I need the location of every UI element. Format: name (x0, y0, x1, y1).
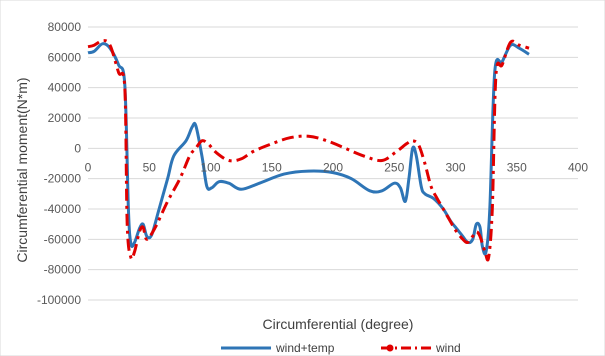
y-tick-label: -80000 (44, 263, 82, 277)
y-tick-label: 60000 (48, 50, 82, 64)
series-lines (87, 39, 530, 262)
legend: wind+temp wind (221, 341, 461, 355)
x-tick-label: 350 (507, 160, 527, 174)
y-tick-label: 40000 (48, 81, 82, 95)
x-tick-label: 0 (85, 160, 92, 174)
legend-label-wind: wind (435, 341, 461, 355)
y-tick-label: 80000 (48, 20, 82, 34)
x-axis-title: Circumferential (degree) (263, 316, 414, 332)
y-tick-label: -100000 (37, 293, 81, 307)
y-tick-label: -60000 (44, 232, 82, 246)
series-line-wind (87, 39, 530, 262)
x-axis-ticks: 0 50 100 150 200 250 300 350 400 (85, 160, 589, 174)
x-tick-label: 400 (568, 160, 588, 174)
gridlines (88, 26, 578, 301)
x-tick-label: 100 (200, 160, 220, 174)
x-tick-label: 300 (445, 160, 465, 174)
x-tick-label: 200 (323, 160, 343, 174)
y-tick-label: -20000 (44, 172, 82, 186)
y-axis-title: Circumferential moment(N*m) (14, 77, 30, 262)
y-axis-ticks: 80000 60000 40000 20000 0 -20000 -40000 -60000 -… (37, 20, 81, 307)
legend-marker-wind (386, 344, 394, 352)
y-tick-label: -40000 (44, 202, 82, 216)
y-tick-label: 20000 (48, 111, 82, 125)
y-tick-label: 0 (74, 141, 81, 155)
legend-label-wind-temp: wind+temp (275, 341, 335, 355)
x-tick-label: 50 (143, 160, 157, 174)
x-tick-label: 150 (262, 160, 282, 174)
x-tick-label: 250 (384, 160, 404, 174)
